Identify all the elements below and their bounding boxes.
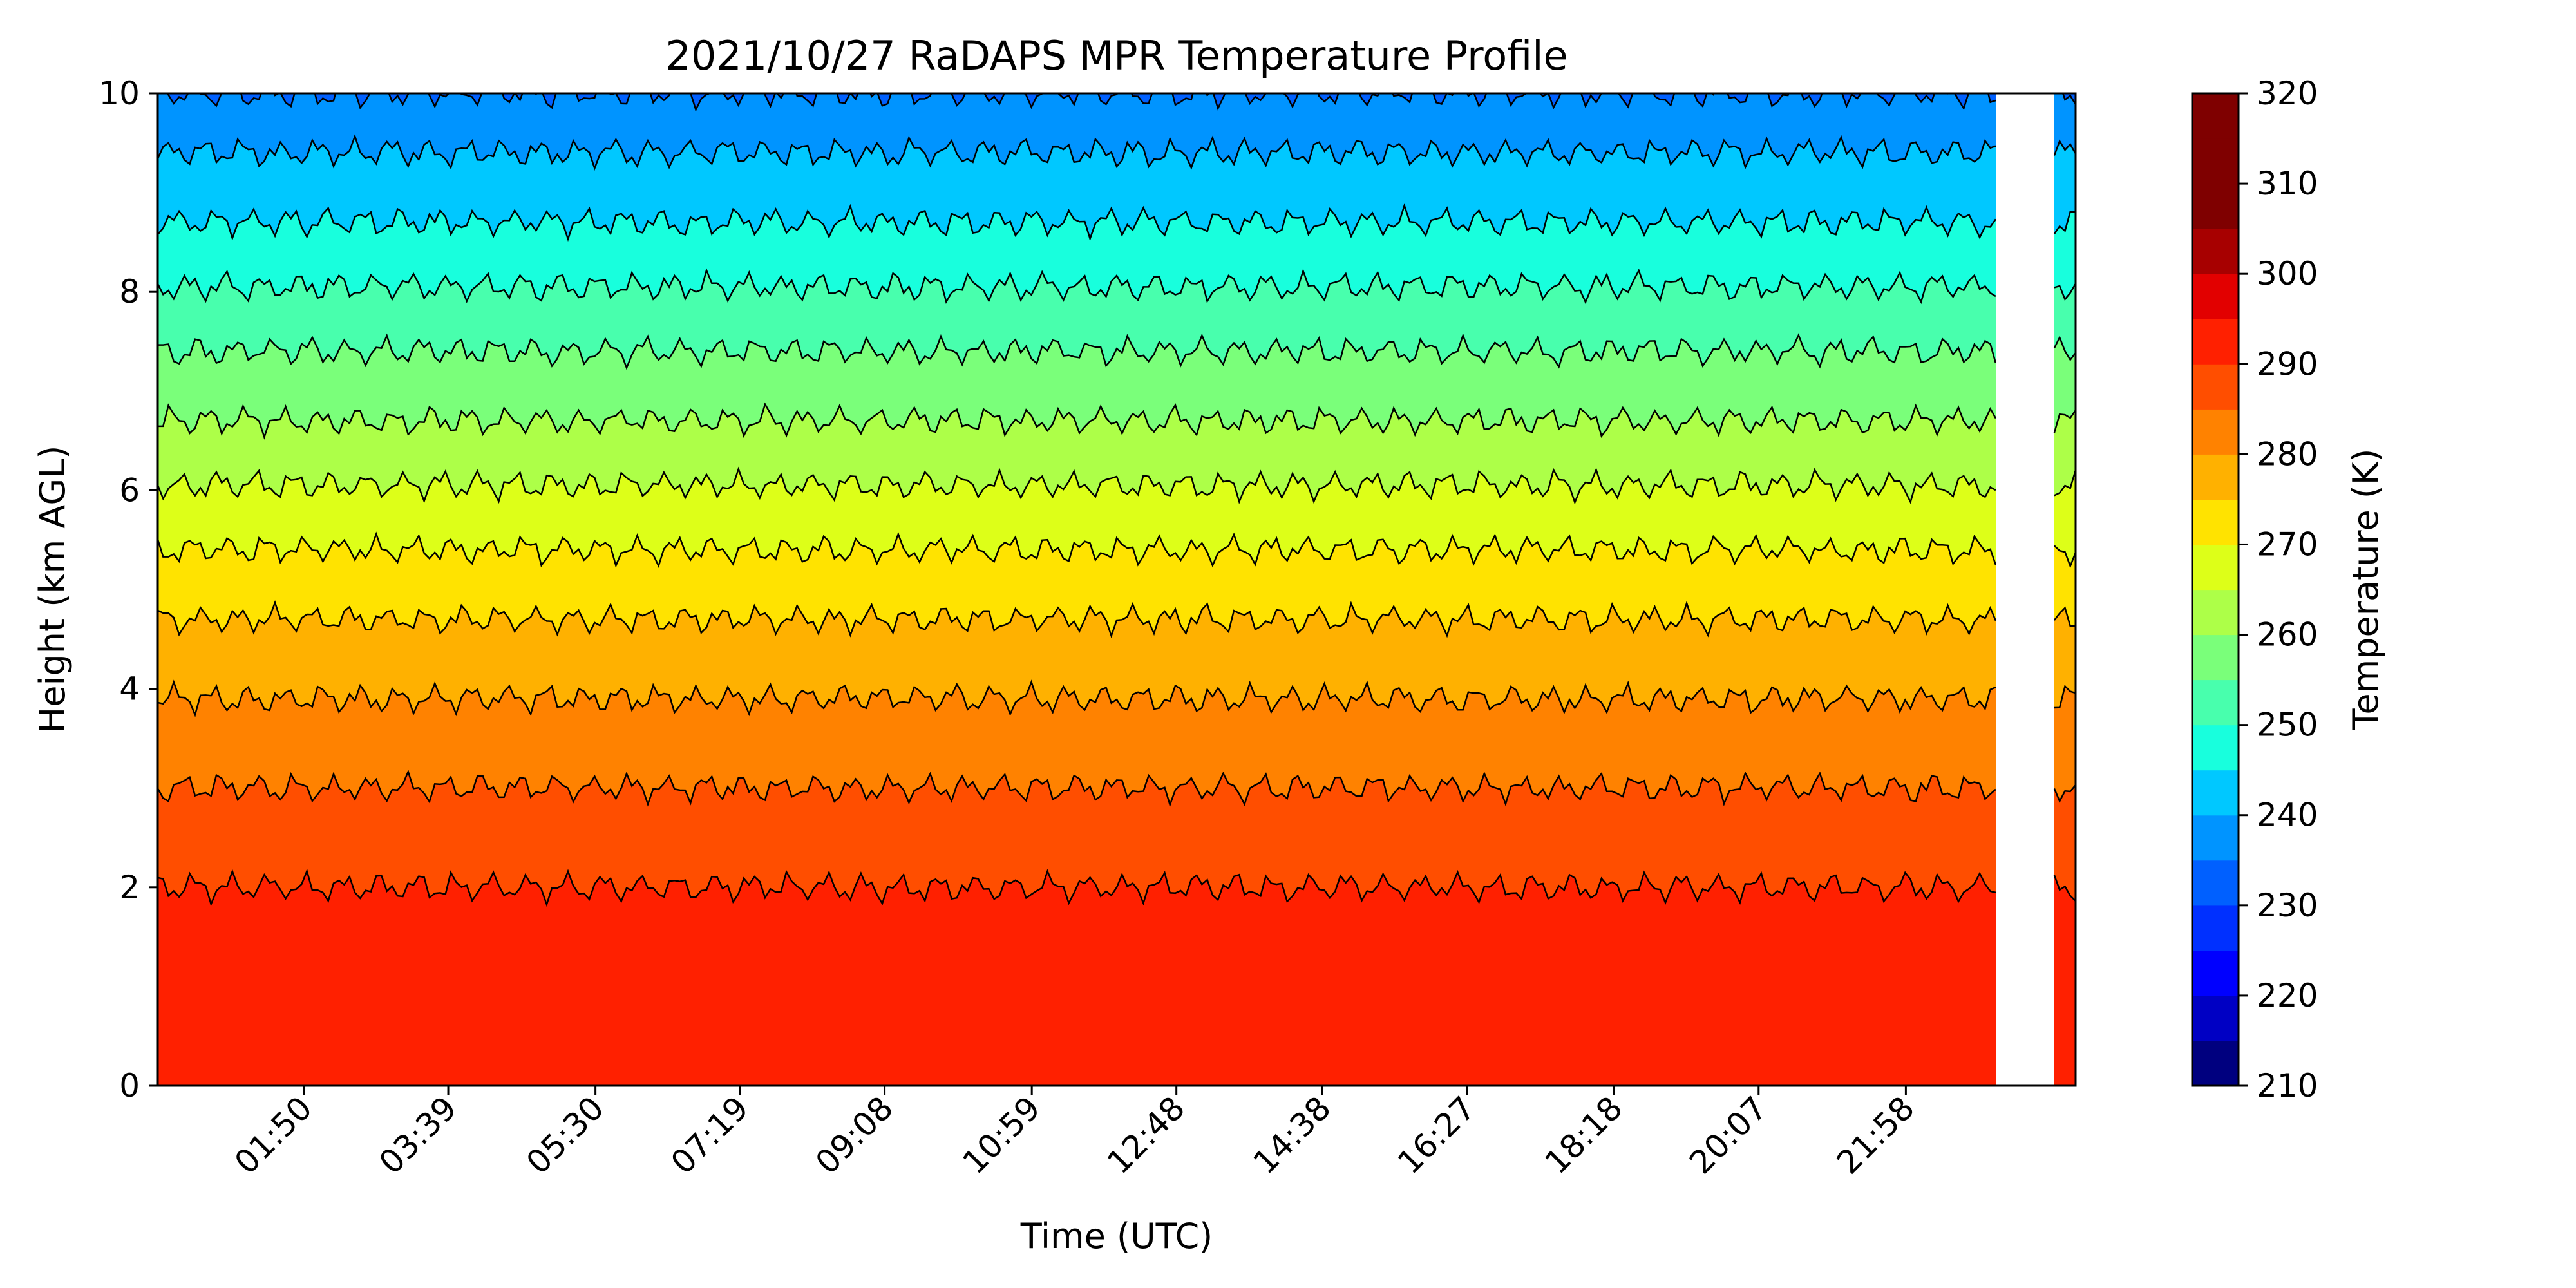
x-tick-label: 14:38 bbox=[1246, 1089, 1338, 1181]
x-tick-label: 05:30 bbox=[519, 1089, 611, 1181]
colorbar-segment bbox=[2192, 679, 2239, 726]
colorbar-segment bbox=[2192, 860, 2239, 906]
isotherm-contour bbox=[158, 267, 1996, 305]
isotherm-contour bbox=[158, 679, 1996, 717]
isotherm-contour bbox=[158, 402, 1996, 440]
colorbar-tick-label: 270 bbox=[2257, 526, 2318, 563]
colorbar-tick-label: 300 bbox=[2257, 255, 2318, 292]
colorbar-segment bbox=[2192, 454, 2239, 500]
colorbar-segment bbox=[2192, 1041, 2239, 1086]
colorbar-segment bbox=[2192, 364, 2239, 410]
isotherm-contour bbox=[2053, 335, 2076, 361]
colorbar-segment bbox=[2192, 770, 2239, 816]
temperature-band bbox=[2054, 875, 2076, 1086]
isotherm-contour bbox=[2053, 784, 2076, 804]
colorbar-segment bbox=[2192, 905, 2239, 951]
isotherm-contour bbox=[2053, 211, 2076, 234]
colorbar-tick-label: 250 bbox=[2257, 706, 2318, 744]
isotherm-contour bbox=[158, 333, 1997, 370]
temperature-band bbox=[2054, 93, 2076, 156]
colorbar-segment bbox=[2192, 724, 2239, 771]
colorbar-segment bbox=[2192, 184, 2239, 229]
colorbar-segment bbox=[2192, 319, 2239, 365]
colorbar-segment bbox=[2192, 950, 2239, 996]
x-tick-label: 10:59 bbox=[956, 1089, 1048, 1181]
colorbar-segment bbox=[2192, 815, 2239, 861]
isotherm-contour bbox=[166, 93, 1996, 112]
colorbar-segment bbox=[2192, 274, 2239, 319]
x-axis: 01:50 03:39 05:30 07:19 09:08 10:59 12:48 14:38… bbox=[227, 1086, 1922, 1181]
isotherm-contour bbox=[2053, 410, 2076, 433]
isotherm-contour bbox=[158, 600, 1997, 639]
isotherm-contours bbox=[158, 93, 2076, 907]
colorbar-tick-label: 320 bbox=[2257, 75, 2318, 112]
colorbar-tick-label: 230 bbox=[2257, 887, 2318, 924]
plot-area bbox=[156, 92, 2077, 1087]
x-tick-label: 16:27 bbox=[1390, 1089, 1482, 1181]
y-tick-label: 0 bbox=[119, 1067, 140, 1104]
x-tick-label: 03:39 bbox=[372, 1089, 464, 1181]
colorbar-label: Temperature (K) bbox=[2345, 449, 2386, 731]
y-axis-label: Height (km AGL) bbox=[32, 446, 73, 734]
x-tick-label: 09:08 bbox=[808, 1089, 900, 1181]
colorbar-tick-label: 210 bbox=[2257, 1067, 2318, 1104]
x-axis-label: Time (UTC) bbox=[1020, 1216, 1213, 1256]
colorbar-segment bbox=[2192, 229, 2239, 274]
chart-title: 2021/10/27 RaDAPS MPR Temperature Profil… bbox=[665, 32, 1567, 79]
colorbar-tick-label: 310 bbox=[2257, 165, 2318, 202]
y-tick-label: 6 bbox=[119, 471, 140, 509]
colorbar-frame bbox=[2191, 92, 2240, 1087]
colorbar-segment bbox=[2192, 409, 2239, 455]
x-tick-label: 01:50 bbox=[227, 1089, 319, 1181]
x-tick-label: 07:19 bbox=[664, 1089, 756, 1181]
colorbar-segment bbox=[2192, 499, 2239, 545]
isotherm-contour bbox=[158, 133, 1996, 171]
isotherm-contour bbox=[2054, 283, 2076, 301]
colorbar-tick-label: 240 bbox=[2257, 797, 2318, 834]
colorbar-tick-label: 220 bbox=[2257, 977, 2318, 1014]
colorbar-segment bbox=[2192, 589, 2239, 636]
isotherm-contour bbox=[2053, 139, 2076, 156]
isotherm-contour bbox=[158, 769, 1996, 808]
x-tick-label: 21:58 bbox=[1830, 1089, 1922, 1181]
isotherm-contour bbox=[2061, 93, 2076, 105]
isotherm-contour bbox=[2054, 685, 2076, 709]
colorbar-segment bbox=[2192, 544, 2239, 591]
isotherm-contour bbox=[158, 203, 1996, 242]
colorbar-segment bbox=[2192, 93, 2239, 139]
isotherm-contour bbox=[2053, 606, 2076, 627]
y-tick-label: 2 bbox=[119, 869, 140, 906]
colorbar-tick-label: 260 bbox=[2257, 616, 2318, 654]
colorbar-tick-label: 290 bbox=[2257, 345, 2318, 383]
colorbar-segment bbox=[2192, 995, 2239, 1041]
y-tick-label: 10 bbox=[99, 75, 140, 112]
colorbar-segment bbox=[2192, 634, 2239, 681]
isotherm-contour bbox=[158, 868, 1996, 907]
x-tick-label: 12:48 bbox=[1100, 1089, 1192, 1181]
plot-frame bbox=[156, 92, 2077, 1087]
colorbar-tick-label: 280 bbox=[2257, 435, 2318, 473]
isotherm-contour bbox=[2053, 875, 2076, 902]
x-tick-label: 18:18 bbox=[1538, 1089, 1630, 1181]
colorbar: 210 220 230 240 250 260 270 280 290 300 310 320 bbox=[2191, 75, 2318, 1104]
isotherm-contour bbox=[158, 466, 1996, 505]
x-tick-label: 20:07 bbox=[1682, 1089, 1774, 1181]
isotherm-contour bbox=[158, 531, 1997, 568]
isotherm-contour bbox=[2054, 545, 2076, 569]
temperature-bands bbox=[158, 93, 2076, 1086]
isotherm-contour bbox=[2054, 469, 2076, 497]
colorbar-segment bbox=[2192, 138, 2239, 184]
y-tick-label: 8 bbox=[119, 273, 140, 310]
y-axis: 0 2 4 6 8 10 bbox=[99, 75, 158, 1104]
temperature-band bbox=[158, 869, 1996, 1086]
y-tick-label: 4 bbox=[119, 670, 140, 708]
